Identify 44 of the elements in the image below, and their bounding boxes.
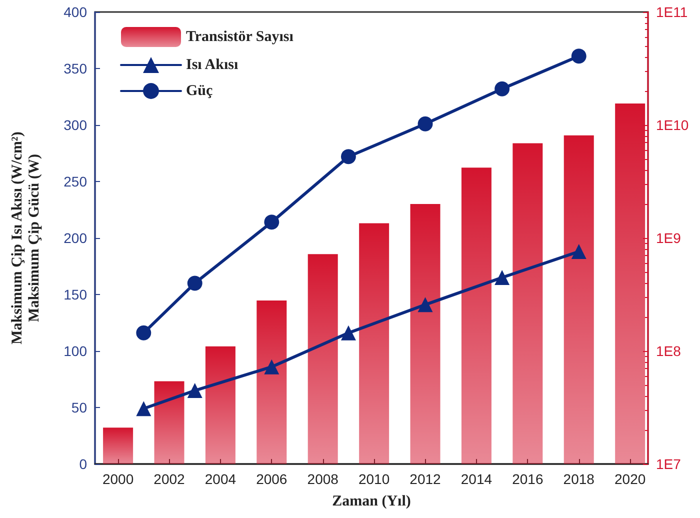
x-axis-title: Zaman (Yıl) <box>332 494 411 510</box>
y2-tick-label: 1E9 <box>656 230 682 246</box>
point <box>264 359 280 374</box>
x-tick-label: 2008 <box>307 471 339 487</box>
y-tick-label: 250 <box>64 174 88 190</box>
point <box>571 48 586 64</box>
x-tick-label: 2020 <box>614 471 646 487</box>
point <box>494 81 510 96</box>
x-tick-label: 2000 <box>102 471 134 487</box>
x-tick-label: 2010 <box>358 471 390 487</box>
x-tick-label: 2016 <box>512 471 544 487</box>
y2-tick-label: 1E7 <box>656 456 682 472</box>
legend-label: Transistör Sayısı <box>186 29 294 45</box>
x-tick-label: 2018 <box>563 471 595 487</box>
x-tick-label: 2006 <box>256 471 288 487</box>
y-tick-label: 300 <box>64 117 88 133</box>
legend-label: Güç <box>186 83 214 99</box>
point <box>136 401 152 416</box>
point <box>136 325 152 340</box>
legend-label: Isı Akısı <box>186 57 238 73</box>
point <box>571 244 586 260</box>
y-tick-label: 100 <box>64 343 88 359</box>
x-tick-label: 2004 <box>204 471 236 487</box>
x-tick-label: 2014 <box>460 471 492 487</box>
y-tick-label: 350 <box>64 60 88 76</box>
point <box>418 116 433 132</box>
y2-tick-label: 1E8 <box>656 343 682 359</box>
x-tick-label: 2002 <box>154 471 186 487</box>
point <box>187 276 202 291</box>
point <box>264 214 280 230</box>
y-tick-label: 400 <box>64 4 88 20</box>
x-tick-label: 2012 <box>410 471 442 487</box>
point <box>340 325 356 340</box>
point <box>187 383 202 398</box>
y-tick-label: 50 <box>71 400 88 416</box>
y-tick-label: 150 <box>64 286 88 302</box>
point <box>494 270 510 286</box>
point <box>340 149 356 164</box>
y-axis-title: Maksimum Çip Isı Akısı (W/cm²) Maksimum Çip Gücü (W) <box>10 132 42 344</box>
y-tick-label: 200 <box>64 230 88 246</box>
y2-tick-label: 1E11 <box>656 4 688 20</box>
point <box>418 297 433 312</box>
y-tick-label: 0 <box>79 456 88 472</box>
y2-tick-label: 1E10 <box>656 117 689 133</box>
